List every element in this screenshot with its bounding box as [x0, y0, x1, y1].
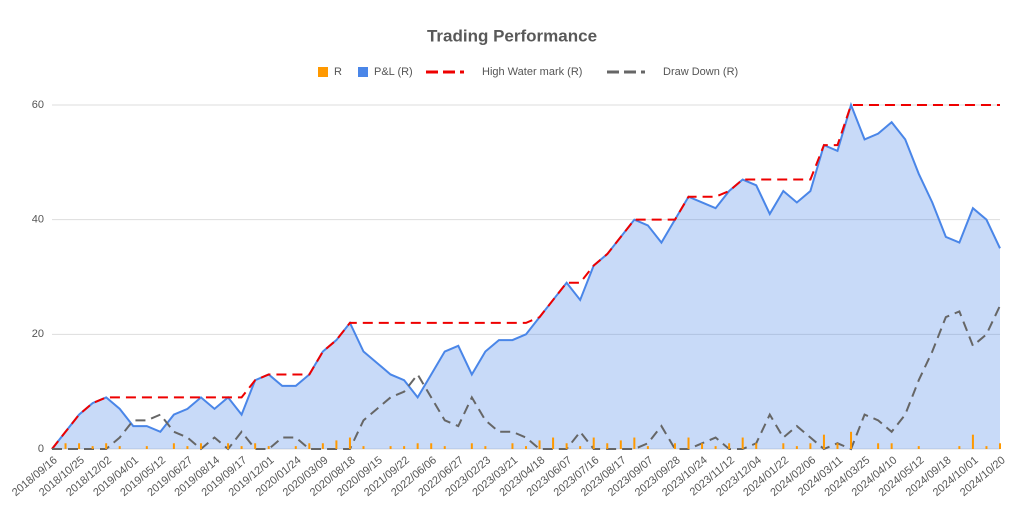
- r-bar: [646, 446, 649, 449]
- r-bar: [836, 443, 839, 449]
- r-bar: [172, 443, 175, 449]
- r-bar: [443, 446, 446, 449]
- r-bar: [511, 443, 514, 449]
- dashed-line: [52, 305, 1001, 451]
- r-bar: [552, 437, 555, 449]
- r-bar: [64, 443, 67, 449]
- dashed-line: [51, 104, 1000, 450]
- y-tick-label: 40: [32, 214, 44, 226]
- r-bar: [782, 443, 785, 449]
- r-bar: [199, 443, 202, 449]
- r-bar: [105, 443, 108, 449]
- r-bar: [525, 446, 527, 449]
- r-bar: [254, 443, 257, 449]
- r-bar: [389, 446, 392, 449]
- chart-title: Trading Performance: [427, 26, 597, 45]
- r-bar: [822, 434, 825, 449]
- r-bar: [619, 440, 622, 449]
- r-bar: [470, 443, 473, 449]
- r-bar: [958, 446, 961, 449]
- r-bar: [850, 431, 853, 449]
- r-bar: [917, 446, 920, 449]
- pnl-line: [51, 101, 1001, 450]
- r-bar: [484, 446, 487, 449]
- r-bar: [701, 443, 704, 449]
- r-bar: [809, 443, 812, 449]
- r-bar: [565, 443, 568, 449]
- legend-swatch: [318, 67, 328, 77]
- legend-label: R: [334, 66, 342, 78]
- r-bar: [633, 437, 636, 449]
- r-bar: [403, 446, 406, 449]
- legend-label: Draw Down (R): [663, 66, 738, 78]
- r-bar: [755, 443, 758, 449]
- r-bar: [538, 440, 541, 449]
- r-bar: [186, 446, 189, 449]
- r-bar: [335, 440, 338, 449]
- r-bar: [240, 446, 243, 449]
- r-bar: [673, 443, 676, 449]
- r-bar: [728, 443, 731, 449]
- r-bar: [592, 437, 595, 449]
- y-tick-label: 20: [32, 328, 44, 340]
- r-bar: [118, 446, 121, 449]
- r-bar: [91, 446, 94, 449]
- r-bar: [416, 443, 419, 449]
- r-bar: [687, 437, 690, 449]
- legend-swatch: [358, 67, 368, 77]
- r-bar: [294, 446, 297, 449]
- r-bar: [999, 443, 1001, 449]
- pnl-area: [52, 105, 1000, 449]
- r-bar: [267, 446, 270, 449]
- r-bar: [430, 443, 433, 449]
- r-bar: [971, 434, 974, 449]
- r-bar: [227, 443, 230, 449]
- r-bar: [985, 446, 988, 449]
- r-bar: [348, 437, 351, 449]
- r-bar: [78, 443, 81, 449]
- r-bar: [145, 446, 148, 449]
- r-bar: [877, 443, 880, 449]
- legend-label: P&L (R): [374, 66, 413, 78]
- r-bar: [321, 443, 324, 449]
- legend-label: High Water mark (R): [482, 66, 582, 78]
- r-bar: [579, 446, 582, 449]
- y-tick-label: 0: [38, 443, 44, 455]
- y-tick-label: 60: [32, 99, 44, 111]
- r-bar: [741, 437, 744, 449]
- r-bar: [795, 446, 798, 449]
- r-bar: [714, 446, 717, 449]
- r-bar: [308, 443, 311, 449]
- r-bar: [362, 446, 365, 449]
- r-bar: [890, 443, 893, 449]
- r-bar: [606, 443, 609, 449]
